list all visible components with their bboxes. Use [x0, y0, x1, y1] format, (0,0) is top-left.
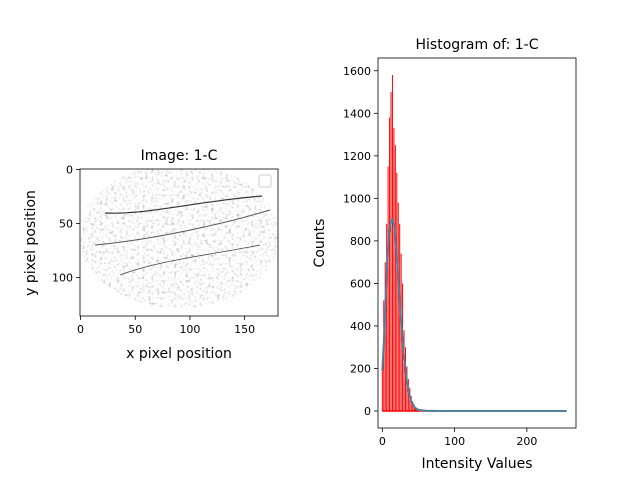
histogram-bar	[396, 172, 398, 411]
histogram-bar	[397, 202, 399, 411]
histogram-bar	[391, 75, 393, 411]
histogram-bar	[399, 223, 401, 411]
histogram-bar	[384, 262, 386, 411]
histogram-y-tick-label: 1200	[343, 150, 371, 163]
image-legend-box	[258, 174, 272, 188]
histogram-bar	[415, 408, 417, 411]
histogram-bar	[412, 401, 414, 411]
histogram-y-tick-label: 800	[350, 235, 371, 248]
histogram-bar	[393, 128, 395, 411]
histogram-ticks: 0 100 200 0 200 400 600 800 1000 1200 1400 1600	[343, 65, 537, 448]
histogram-bar	[381, 370, 383, 411]
image-panel: Image: 1-C x pixel position y pixel posi…	[23, 148, 279, 362]
image-ticks: 0 50 100 150 0 50 100	[52, 164, 255, 336]
histogram-bar	[410, 396, 412, 411]
histogram-bar	[407, 379, 409, 411]
histogram-bar	[389, 117, 391, 411]
histogram-x-tick-label: 0	[379, 435, 386, 448]
histogram-ylabel: Counts	[312, 219, 328, 268]
histogram-bars	[381, 75, 567, 412]
image-y-tick-label: 100	[52, 272, 73, 285]
histogram-bar	[387, 166, 389, 411]
image-x-tick-label: 50	[128, 323, 142, 336]
histogram-y-tick-label: 1400	[343, 107, 371, 120]
histogram-y-tick-label: 400	[350, 320, 371, 333]
histogram-y-tick-label: 1000	[343, 192, 371, 205]
image-x-tick-label: 150	[234, 323, 255, 336]
histogram-y-tick-label: 200	[350, 362, 371, 375]
image-xlabel: x pixel position	[126, 346, 232, 362]
histogram-x-tick-label: 100	[444, 435, 465, 448]
histogram-xlabel: Intensity Values	[421, 456, 532, 472]
histogram-title: Histogram of: 1-C	[416, 37, 539, 53]
histogram-panel: Histogram of: 1-C Intensity Values Count…	[312, 37, 577, 472]
histogram-y-tick-label: 0	[364, 405, 371, 418]
image-title: Image: 1-C	[141, 148, 218, 164]
image-y-tick-label: 0	[66, 164, 73, 177]
histogram-bar	[390, 92, 392, 411]
image-x-tick-label: 0	[77, 323, 84, 336]
tissue-image	[80, 169, 278, 308]
image-ylabel: y pixel position	[23, 190, 39, 296]
histogram-y-tick-label: 600	[350, 277, 371, 290]
image-x-tick-label: 100	[179, 323, 200, 336]
histogram-bar	[404, 347, 406, 411]
histogram-x-tick-label: 200	[516, 435, 537, 448]
histogram-axes-frame	[377, 57, 577, 429]
histogram-bar	[394, 145, 396, 411]
histogram-fit-line	[381, 217, 567, 412]
histogram-bar	[403, 330, 405, 411]
histogram-bar	[386, 223, 388, 411]
image-y-tick-label: 50	[59, 218, 73, 231]
histogram-y-tick-label: 1600	[343, 65, 371, 78]
